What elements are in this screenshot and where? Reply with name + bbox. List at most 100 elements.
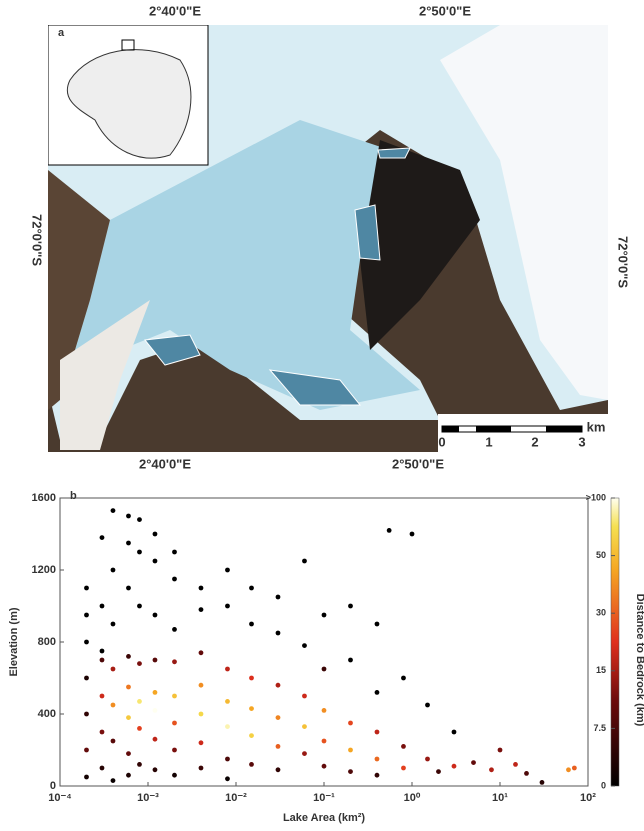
- point: [321, 763, 327, 769]
- point: [348, 603, 353, 609]
- point: [152, 767, 158, 773]
- point: [374, 729, 380, 735]
- point: [152, 612, 158, 618]
- point: [84, 639, 89, 645]
- point: [110, 778, 116, 783]
- point: [249, 762, 254, 767]
- colorbar-tick-label: 7.5: [593, 723, 606, 733]
- point: [172, 693, 177, 699]
- point: [152, 690, 158, 695]
- satellite-image: [48, 25, 608, 452]
- point: [225, 666, 230, 672]
- point: [451, 763, 457, 769]
- point: [321, 666, 327, 672]
- point: [436, 769, 441, 774]
- point: [110, 702, 116, 708]
- point: [126, 585, 131, 591]
- point: [99, 693, 105, 699]
- point: [198, 585, 204, 591]
- point: [275, 715, 281, 720]
- point: [110, 666, 116, 672]
- panel-label: b: [70, 490, 77, 502]
- x-tick-label: 10⁻¹: [313, 792, 335, 804]
- point: [99, 603, 105, 609]
- point: [302, 643, 307, 648]
- point: [225, 603, 230, 609]
- scale-unit: km: [587, 419, 606, 434]
- point: [275, 682, 281, 688]
- point: [198, 607, 204, 612]
- point: [225, 776, 230, 782]
- point: [321, 708, 327, 713]
- point: [126, 751, 131, 756]
- point: [321, 738, 327, 744]
- colorbar-tick-label: >100: [586, 492, 606, 502]
- point: [374, 690, 380, 695]
- point: [571, 765, 577, 771]
- point: [84, 711, 89, 717]
- point: [348, 720, 353, 726]
- scatter-plot: b Lake Area (km²) Elevation (m) Distance…: [8, 490, 644, 824]
- point: [566, 767, 571, 773]
- point: [425, 702, 430, 708]
- point: [225, 699, 230, 704]
- x-tick-label: 10¹: [492, 792, 508, 804]
- point: [225, 724, 230, 729]
- point: [84, 747, 89, 753]
- point: [126, 654, 131, 659]
- scale-tick: 3: [578, 434, 585, 449]
- point: [137, 661, 142, 666]
- x-tick-label: 10⁻⁴: [48, 792, 71, 804]
- point: [99, 657, 105, 663]
- point: [225, 567, 230, 573]
- point: [137, 726, 142, 731]
- lon-label: 2°40'0"E: [139, 456, 191, 471]
- colorbar: [610, 497, 620, 787]
- point: [425, 756, 430, 762]
- point: [152, 558, 158, 564]
- point: [137, 762, 142, 767]
- point: [126, 715, 131, 720]
- lon-label: 2°50'0"E: [392, 456, 444, 471]
- point: [539, 780, 545, 785]
- point: [321, 612, 327, 618]
- point: [152, 736, 158, 742]
- point: [99, 765, 105, 771]
- point: [99, 729, 105, 735]
- lat-label: 72°0'0"S: [616, 236, 631, 288]
- point: [110, 621, 116, 627]
- x-tick-label: 10²: [580, 792, 596, 804]
- point: [172, 747, 177, 753]
- point: [471, 760, 476, 765]
- point: [497, 747, 503, 753]
- point: [172, 576, 177, 582]
- y-tick-label: 800: [38, 636, 56, 648]
- point: [386, 528, 392, 533]
- x-tick-label: 10⁻³: [137, 792, 159, 804]
- point: [275, 630, 281, 636]
- point: [172, 772, 177, 778]
- x-tick-label: 10⁻²: [225, 792, 247, 804]
- y-tick-label: 0: [50, 780, 56, 792]
- point: [137, 549, 142, 555]
- y-tick-label: 1600: [32, 492, 56, 504]
- y-tick-label: 1200: [32, 564, 56, 576]
- lat-label: 72°0'0"S: [30, 214, 45, 266]
- point: [401, 765, 406, 771]
- point: [275, 744, 281, 749]
- point: [126, 513, 131, 519]
- scale-tick: 1: [485, 434, 492, 449]
- point: [137, 699, 142, 704]
- point: [152, 531, 158, 537]
- point: [302, 693, 307, 699]
- point: [451, 729, 457, 735]
- point: [513, 762, 518, 767]
- point: [126, 684, 131, 690]
- point: [172, 627, 177, 632]
- point: [152, 708, 158, 713]
- colorbar-tick-label: 0: [601, 780, 606, 790]
- point: [172, 720, 177, 726]
- colorbar-tick-label: 50: [596, 550, 606, 560]
- point: [198, 740, 204, 746]
